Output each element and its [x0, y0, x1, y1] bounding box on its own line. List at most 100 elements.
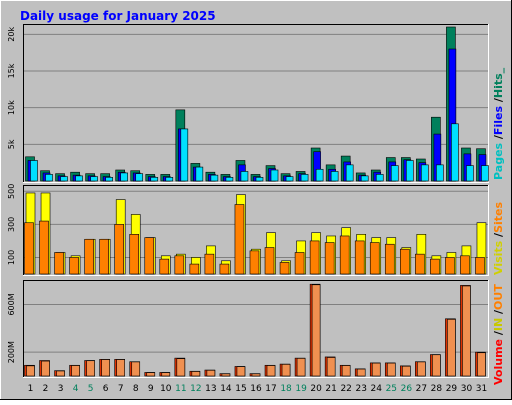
- pages-bar: [481, 165, 489, 182]
- out-bar: [266, 365, 276, 377]
- pages-bar: [75, 175, 83, 182]
- sites-bar: [309, 240, 320, 275]
- volume-panel-legend-part: Volume: [492, 339, 505, 385]
- hits-panel-legend-part: /: [492, 97, 505, 106]
- x-axis-day-label: 16: [250, 384, 262, 394]
- out-bar: [131, 361, 141, 377]
- x-axis-day-label: 28: [431, 384, 443, 394]
- pages-bar: [285, 176, 294, 182]
- hits-panel-legend: Pages /Files /Hits_: [492, 67, 505, 180]
- x-axis-day-label: 9: [148, 384, 154, 394]
- pages-bar: [436, 164, 444, 182]
- x-axis-day-label: 29: [446, 384, 458, 394]
- pages-bar: [451, 123, 459, 182]
- panel-3-ytick-label: 200M: [7, 341, 16, 363]
- sites-bar: [249, 250, 260, 275]
- panel-1-ytick-label: 15k: [7, 63, 16, 78]
- out-bar: [281, 364, 291, 377]
- x-axis-day-label: 25: [386, 384, 397, 394]
- panel-2-ytick-label: 100: [7, 250, 16, 265]
- x-axis-day-label: 30: [461, 384, 473, 394]
- hits-panel-legend-part: /: [492, 134, 505, 143]
- out-bar: [101, 359, 110, 377]
- pages-bar: [421, 164, 429, 182]
- pages-bar: [390, 165, 399, 182]
- pages-bar: [180, 128, 189, 182]
- sites-bar: [174, 255, 185, 275]
- hits-panel-legend-part: Files: [492, 106, 505, 136]
- pages-bar: [150, 177, 159, 182]
- out-bar: [371, 362, 381, 377]
- sites-bar: [189, 263, 200, 275]
- out-bar: [71, 365, 80, 377]
- panel-1-ytick-label: 20k: [7, 27, 16, 42]
- pages-bar: [60, 176, 68, 182]
- pages-bar: [165, 177, 174, 182]
- pages-bar: [270, 169, 279, 182]
- panel-3-ytick-label: 600M: [7, 293, 16, 315]
- sites-bar: [445, 257, 455, 275]
- x-axis-day-label: 8: [133, 384, 139, 394]
- volume-panel-legend-part: OUT: [492, 284, 505, 310]
- x-axis-day-label: 26: [401, 384, 413, 394]
- x-axis-day-label: 18: [280, 384, 292, 394]
- chart-title: Daily usage for January 2025: [20, 9, 216, 23]
- sites-bar: [400, 248, 410, 275]
- out-bar: [402, 365, 411, 377]
- out-bar: [356, 368, 366, 377]
- panel-1-ytick-label: 10k: [7, 100, 16, 115]
- sites-bar: [114, 224, 124, 275]
- sites-bar: [415, 253, 425, 275]
- x-axis-day-label: 11: [175, 384, 186, 394]
- pages-bar: [300, 174, 309, 182]
- out-bar: [311, 284, 321, 377]
- x-axis-day-label: 12: [190, 384, 201, 394]
- out-bar: [386, 362, 396, 377]
- pages-bar: [255, 177, 264, 182]
- pages-bar: [195, 166, 204, 182]
- x-axis-day-label: 4: [73, 384, 79, 394]
- sites-bar: [144, 237, 155, 275]
- panel-2-ytick-label: 300: [7, 217, 16, 232]
- sites-bar: [369, 242, 380, 275]
- sites-bar: [84, 238, 94, 275]
- out-bar: [296, 358, 306, 377]
- pages-bar: [210, 174, 219, 182]
- x-axis-day-label: 6: [103, 384, 109, 394]
- out-bar: [41, 360, 50, 377]
- panel-1-ytick-label: 5k: [7, 139, 16, 149]
- out-bar: [477, 352, 486, 377]
- sites-bar: [294, 252, 305, 275]
- x-axis-day-label: 20: [310, 384, 322, 394]
- volume-panel-legend-part: /: [492, 330, 505, 339]
- sites-bar: [219, 263, 230, 275]
- pages-bar: [375, 174, 384, 182]
- pages-bar: [30, 160, 38, 182]
- pages-bar: [135, 173, 144, 182]
- sites-bar: [234, 204, 245, 275]
- chart-panels: 5k 10k 15k 20k 100 300 500 200M 600M: [7, 24, 489, 378]
- out-bar: [191, 371, 201, 377]
- hits-panel-legend-part: Hits_: [492, 67, 505, 98]
- x-axis-day-label: 22: [340, 384, 351, 394]
- volume-panel-legend: Volume /IN /OUT: [492, 284, 505, 385]
- x-axis-day-label: 27: [416, 384, 427, 394]
- out-bar: [236, 366, 246, 377]
- pages-bar: [105, 177, 113, 182]
- pages-bar: [406, 160, 414, 182]
- pages-bar: [360, 175, 369, 182]
- sites-bar: [24, 222, 34, 275]
- out-bar: [161, 372, 171, 377]
- sites-bar: [204, 253, 215, 275]
- x-axis-day-label: 17: [265, 384, 276, 394]
- sites-bar: [159, 258, 170, 275]
- sites-bar: [54, 252, 64, 275]
- out-bar: [447, 319, 456, 377]
- x-axis-day-labels: 1 2 3 4 5 6 7 8 9 10 11 12 13 14 15 16 17 18 19 20 21 22 23 24 2…: [28, 384, 488, 394]
- sites-bar: [264, 247, 275, 275]
- pages-bar: [315, 168, 324, 182]
- sites-bar: [430, 258, 440, 275]
- visits-panel-legend-part: /: [492, 232, 505, 241]
